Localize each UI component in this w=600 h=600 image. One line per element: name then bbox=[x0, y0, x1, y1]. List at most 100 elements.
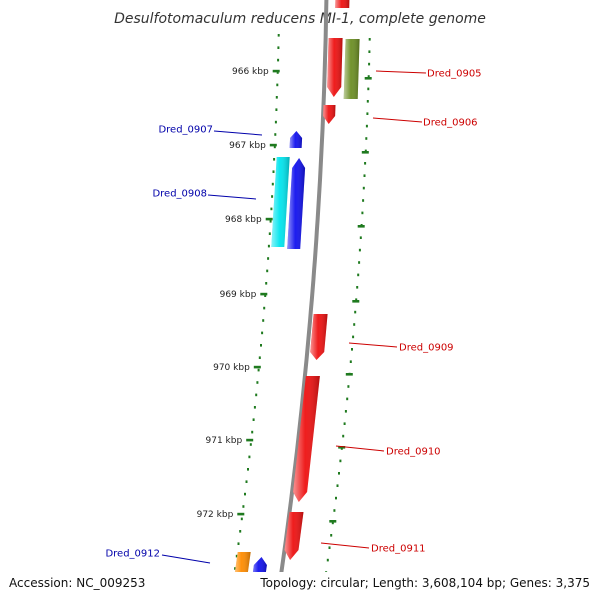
inner-ring-dot bbox=[257, 368, 260, 372]
gene-shading bbox=[287, 158, 306, 249]
inner-ring-dot bbox=[272, 170, 275, 173]
leader-line bbox=[375, 70, 427, 74]
inner-ring-dot bbox=[249, 443, 252, 446]
inner-ring-dot bbox=[277, 46, 280, 49]
gene-shading bbox=[293, 376, 320, 502]
gene-label-text: Dred_0910 bbox=[386, 447, 441, 458]
inner-ring-dot bbox=[268, 232, 271, 235]
outer-ring-dot bbox=[343, 422, 346, 425]
genome-summary-text: Topology: circular; Length: 3,608,104 bp… bbox=[259, 576, 590, 590]
kbp-tick-mark bbox=[265, 217, 273, 221]
outer-ring-dot bbox=[339, 459, 342, 463]
kbp-tick-label: 972 kbp bbox=[197, 510, 234, 520]
inner-ring-dot bbox=[271, 195, 274, 198]
footer-background bbox=[0, 572, 600, 600]
outer-ring-dot bbox=[338, 472, 340, 475]
inner-ring-dot bbox=[270, 207, 273, 211]
outer-tick-mark bbox=[357, 225, 365, 228]
accession-text: Accession: NC_009253 bbox=[9, 576, 145, 590]
inner-ring-dot bbox=[264, 294, 267, 297]
kbp-tick-mark bbox=[253, 365, 261, 369]
gene-label-dred-0909[interactable]: Dred_0909 bbox=[348, 342, 454, 354]
gene-label-text: Dred_0912 bbox=[105, 549, 160, 560]
outer-ring-dot bbox=[353, 323, 356, 326]
inner-tick-ring bbox=[230, 34, 280, 595]
outer-ring-dot bbox=[335, 496, 337, 500]
inner-ring-dot bbox=[277, 34, 280, 37]
inner-ring-dot bbox=[260, 344, 262, 347]
outer-ring-dot bbox=[365, 137, 368, 140]
gene-arrow[interactable] bbox=[323, 105, 336, 124]
gene-shading bbox=[335, 0, 350, 8]
inner-ring-dot bbox=[251, 430, 254, 434]
gene-label-text: Dred_0909 bbox=[399, 343, 454, 354]
gene-arrow[interactable] bbox=[293, 376, 320, 502]
inner-ring-dot bbox=[276, 71, 279, 74]
outer-ring-dot bbox=[367, 75, 370, 78]
outer-tick-mark bbox=[338, 446, 346, 449]
outer-ring-dot bbox=[357, 273, 360, 277]
inner-ring-dot bbox=[275, 108, 278, 111]
kbp-tick-label: 967 kbp bbox=[229, 141, 266, 151]
leader-line bbox=[335, 445, 385, 452]
gene-shading bbox=[327, 38, 343, 97]
kbp-ticks: 966 kbp 967 kbp 968 kbp 969 kbp 970 kbp 971 k… bbox=[187, 67, 372, 596]
inner-ring-dot bbox=[265, 282, 268, 285]
outer-ring-dot bbox=[326, 558, 329, 562]
gene-label-text: Dred_0905 bbox=[427, 69, 482, 80]
outer-ring-dot bbox=[333, 509, 336, 512]
gene-arrow[interactable] bbox=[289, 131, 303, 148]
outer-ring-dot bbox=[359, 236, 362, 239]
inner-ring-dot bbox=[247, 468, 249, 471]
outer-ring-dot bbox=[331, 521, 334, 525]
gene-label-dred-0912[interactable]: Dred_0912 bbox=[105, 549, 211, 564]
gene-arrow[interactable] bbox=[271, 157, 290, 247]
inner-ring-dot bbox=[245, 480, 248, 483]
leader-line bbox=[161, 554, 211, 564]
gene-shading bbox=[284, 512, 304, 560]
gene-arrow[interactable] bbox=[310, 314, 328, 360]
gene-labels: Dred_0905 Dred_0906 Dred_0907 Dred_0908 Dred… bbox=[105, 69, 482, 564]
outer-ring-dot bbox=[368, 62, 371, 66]
kbp-tick-mark bbox=[269, 143, 277, 147]
inner-ring-dot bbox=[239, 530, 242, 533]
inner-ring-dot bbox=[255, 393, 258, 397]
inner-ring-dot bbox=[234, 567, 237, 570]
leader-line bbox=[207, 194, 257, 200]
gene-shading bbox=[289, 131, 303, 148]
outer-ring-dot bbox=[362, 186, 365, 190]
outer-ring-dot bbox=[342, 434, 345, 438]
outer-ring-dot bbox=[354, 310, 357, 314]
map-title: Desulfotomaculum reducens MI-1, complete… bbox=[114, 11, 486, 27]
gene-arrow[interactable] bbox=[335, 0, 350, 8]
gene-arrow[interactable] bbox=[343, 39, 360, 99]
leader-line bbox=[372, 117, 423, 123]
outer-tick-mark bbox=[364, 77, 372, 80]
gene-label-dred-0906[interactable]: Dred_0906 bbox=[372, 117, 478, 129]
outer-tick-mark bbox=[352, 300, 360, 303]
inner-ring-dot bbox=[237, 542, 240, 545]
gene-label-dred-0908[interactable]: Dred_0908 bbox=[152, 189, 257, 200]
outer-ring-dot bbox=[344, 410, 347, 413]
outer-ring-dot bbox=[366, 100, 369, 103]
kbp-tick-label: 968 kbp bbox=[225, 215, 262, 225]
gene-label-dred-0907[interactable]: Dred_0907 bbox=[158, 125, 263, 136]
outer-ring-dot bbox=[362, 199, 365, 202]
gene-arrow[interactable] bbox=[327, 38, 343, 97]
outer-tick-mark bbox=[361, 151, 369, 154]
kbp-tick-label: 969 kbp bbox=[220, 290, 257, 300]
leader-line bbox=[348, 342, 398, 348]
inner-ring-dot bbox=[275, 96, 278, 99]
gene-shading bbox=[343, 39, 360, 99]
gene-arrow[interactable] bbox=[284, 512, 304, 560]
gene-label-dred-0905[interactable]: Dred_0905 bbox=[375, 69, 482, 80]
gene-label-dred-0911[interactable]: Dred_0911 bbox=[320, 542, 426, 555]
outer-ring-dot bbox=[351, 348, 353, 351]
outer-ring-dot bbox=[366, 112, 369, 115]
gene-label-dred-0910[interactable]: Dred_0910 bbox=[335, 445, 441, 458]
gene-arrow[interactable] bbox=[287, 158, 306, 249]
gene-features bbox=[229, 0, 360, 600]
outer-tick-mark bbox=[345, 373, 353, 376]
outer-ring-dot bbox=[363, 174, 366, 177]
inner-ring-dot bbox=[274, 120, 277, 124]
